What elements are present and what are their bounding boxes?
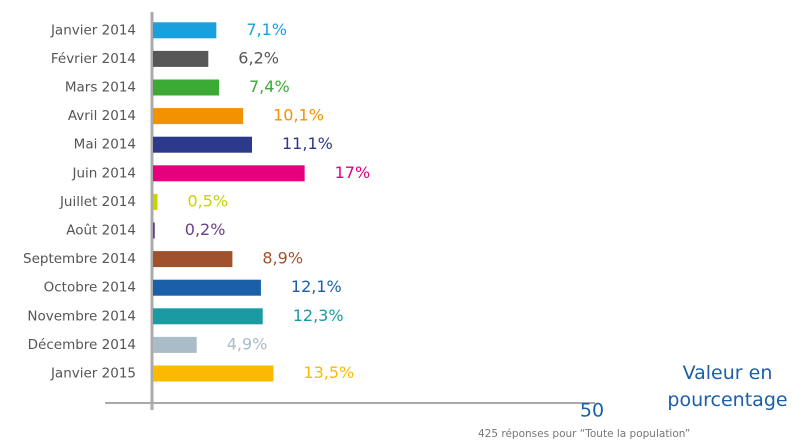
y-tick-label: Décembre 2014	[28, 337, 136, 353]
value-label: 12,1%	[291, 277, 342, 296]
y-tick-label: Janvier 2014	[50, 22, 136, 38]
axis-label: Valeur en pourcentage	[667, 362, 788, 411]
y-tick-label: Février 2014	[51, 51, 136, 67]
footnote: 425 réponses pour “Toute la population”	[478, 428, 691, 440]
value-label: 7,1%	[246, 20, 287, 39]
value-label: 0,5%	[187, 191, 228, 210]
value-label: 7,4%	[249, 77, 290, 96]
value-label: 17%	[335, 163, 371, 182]
bar	[153, 50, 209, 67]
value-label: 10,1%	[273, 106, 324, 125]
value-label: 0,2%	[185, 220, 226, 239]
y-tick-label: Avril 2014	[68, 108, 136, 124]
y-tick-label: Octobre 2014	[44, 280, 136, 296]
y-tick-label: Novembre 2014	[27, 308, 136, 324]
x-tick-label: 50	[580, 400, 604, 422]
bar	[153, 136, 253, 153]
value-label: 8,9%	[262, 249, 303, 268]
y-tick-label: Juillet 2014	[59, 194, 136, 210]
bar	[153, 251, 233, 268]
bar	[153, 336, 197, 353]
bar	[153, 365, 274, 382]
y-tick-label: Juin 2014	[72, 165, 137, 181]
y-tick-label: Septembre 2014	[23, 251, 136, 267]
bar	[153, 79, 220, 96]
bar	[153, 165, 305, 182]
y-tick-label: Janvier 2015	[50, 366, 136, 382]
bar	[153, 308, 263, 325]
bar	[153, 193, 158, 210]
value-label: 13,5%	[303, 363, 354, 382]
value-label: 11,1%	[282, 134, 333, 153]
y-tick-label: Mars 2014	[65, 80, 136, 96]
value-label: 4,9%	[227, 334, 268, 353]
value-label: 6,2%	[238, 48, 279, 67]
y-tick-label: Mai 2014	[74, 137, 136, 153]
bar	[153, 279, 261, 296]
bar	[153, 22, 217, 39]
y-tick-label: Août 2014	[66, 223, 136, 239]
bar	[153, 108, 244, 125]
value-label: 12,3%	[293, 306, 344, 325]
bar	[153, 222, 155, 239]
